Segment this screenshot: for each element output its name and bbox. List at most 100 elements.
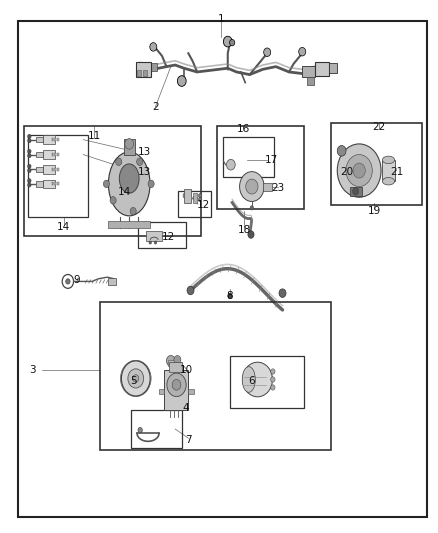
Ellipse shape bbox=[108, 152, 150, 216]
Bar bbox=[146, 231, 162, 241]
Text: 3: 3 bbox=[29, 366, 36, 375]
Bar bbox=[108, 221, 150, 228]
Bar bbox=[143, 70, 147, 76]
Ellipse shape bbox=[243, 362, 272, 397]
Circle shape bbox=[103, 180, 110, 188]
Bar bbox=[54, 168, 56, 171]
Text: 14: 14 bbox=[118, 187, 131, 197]
Bar bbox=[178, 191, 211, 217]
Bar bbox=[188, 389, 194, 394]
Text: 19: 19 bbox=[368, 206, 381, 215]
Ellipse shape bbox=[382, 156, 395, 164]
Circle shape bbox=[240, 172, 264, 201]
Bar bbox=[329, 63, 337, 73]
Bar bbox=[138, 222, 186, 248]
Circle shape bbox=[353, 163, 365, 178]
Bar bbox=[184, 189, 191, 203]
Circle shape bbox=[28, 139, 31, 143]
Bar bbox=[217, 126, 304, 209]
Bar bbox=[52, 168, 53, 171]
Circle shape bbox=[198, 193, 202, 198]
Circle shape bbox=[125, 139, 134, 149]
Bar bbox=[137, 70, 141, 76]
Circle shape bbox=[28, 183, 31, 187]
Bar bbox=[164, 370, 188, 410]
Bar bbox=[169, 362, 182, 372]
Circle shape bbox=[226, 159, 235, 170]
Text: 14: 14 bbox=[57, 222, 70, 231]
Circle shape bbox=[271, 377, 275, 382]
Circle shape bbox=[299, 47, 306, 56]
Circle shape bbox=[28, 164, 31, 168]
Ellipse shape bbox=[183, 192, 191, 199]
Text: 12: 12 bbox=[162, 232, 175, 242]
Text: 2: 2 bbox=[152, 102, 159, 111]
Bar bbox=[43, 165, 55, 174]
Circle shape bbox=[150, 43, 157, 51]
Bar bbox=[54, 182, 56, 185]
Text: 10: 10 bbox=[180, 366, 193, 375]
Circle shape bbox=[130, 207, 136, 215]
Circle shape bbox=[154, 241, 157, 244]
Circle shape bbox=[187, 286, 194, 295]
Bar bbox=[302, 66, 315, 77]
Text: 6: 6 bbox=[248, 376, 255, 386]
Text: 12: 12 bbox=[197, 200, 210, 210]
Bar bbox=[43, 135, 55, 144]
Text: 20: 20 bbox=[340, 167, 353, 177]
Bar bbox=[136, 62, 151, 77]
Bar bbox=[230, 356, 304, 408]
Bar bbox=[52, 182, 53, 185]
Bar bbox=[43, 180, 55, 188]
Circle shape bbox=[166, 356, 175, 366]
Bar bbox=[36, 167, 43, 172]
Bar bbox=[263, 183, 272, 191]
Text: 23: 23 bbox=[272, 183, 285, 193]
Bar bbox=[100, 302, 331, 450]
Bar bbox=[52, 153, 53, 156]
Bar bbox=[331, 123, 422, 205]
Bar bbox=[57, 153, 59, 156]
Circle shape bbox=[128, 369, 144, 388]
Bar bbox=[57, 168, 59, 171]
Circle shape bbox=[198, 197, 202, 201]
Text: 16: 16 bbox=[237, 124, 250, 134]
Circle shape bbox=[264, 48, 271, 56]
Circle shape bbox=[116, 158, 122, 165]
Bar bbox=[168, 360, 178, 366]
Bar bbox=[140, 65, 151, 76]
Text: 13: 13 bbox=[138, 167, 151, 176]
Text: 18: 18 bbox=[238, 225, 251, 235]
Bar bbox=[52, 138, 53, 141]
Bar bbox=[36, 137, 43, 142]
Ellipse shape bbox=[119, 164, 139, 193]
Circle shape bbox=[271, 369, 275, 374]
Circle shape bbox=[28, 168, 31, 173]
Circle shape bbox=[28, 179, 31, 183]
Ellipse shape bbox=[193, 196, 197, 200]
Circle shape bbox=[66, 279, 70, 284]
Ellipse shape bbox=[382, 177, 395, 185]
Circle shape bbox=[28, 154, 31, 158]
Circle shape bbox=[174, 356, 181, 364]
Circle shape bbox=[110, 197, 116, 204]
Circle shape bbox=[28, 134, 31, 139]
Bar bbox=[159, 389, 164, 394]
Text: 21: 21 bbox=[390, 167, 403, 177]
Text: 22: 22 bbox=[372, 122, 385, 132]
Text: 17: 17 bbox=[265, 155, 278, 165]
Bar bbox=[54, 138, 56, 141]
Circle shape bbox=[346, 155, 372, 187]
Bar bbox=[350, 187, 362, 196]
Bar bbox=[307, 77, 314, 85]
Circle shape bbox=[148, 180, 154, 188]
Text: 8: 8 bbox=[226, 291, 233, 301]
Bar bbox=[315, 62, 329, 76]
Circle shape bbox=[177, 76, 186, 86]
Circle shape bbox=[248, 231, 254, 238]
Text: 5: 5 bbox=[130, 376, 137, 386]
Bar bbox=[36, 152, 43, 157]
Circle shape bbox=[167, 373, 186, 397]
Circle shape bbox=[228, 293, 232, 298]
Bar bbox=[54, 153, 56, 156]
